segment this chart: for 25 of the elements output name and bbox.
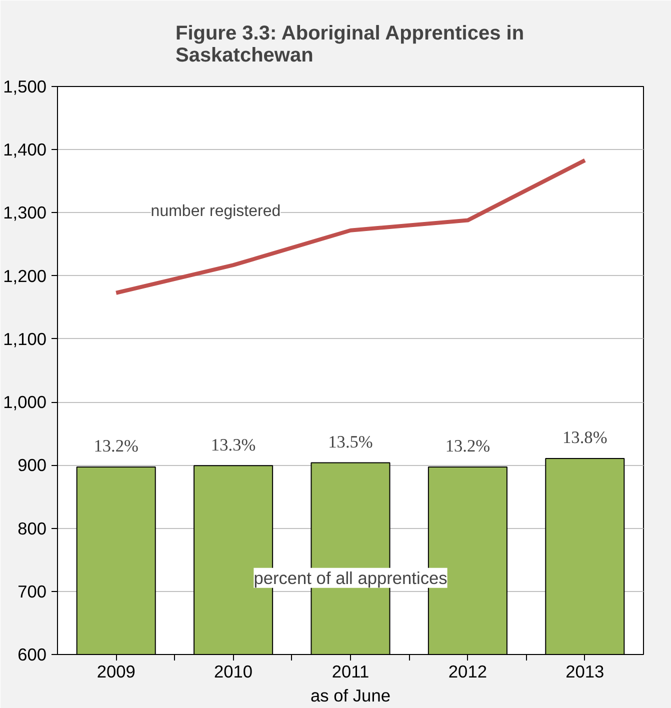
series-label: number registered	[150, 202, 281, 220]
x-tick-label: 2010	[214, 662, 253, 682]
x-tick-label: 2011	[332, 662, 370, 682]
y-tick-label: 900	[18, 455, 47, 476]
series-label: percent of all apprentices	[254, 568, 448, 588]
x-axis-title: as of June	[310, 686, 390, 706]
y-tick-label: 1,300	[3, 202, 47, 223]
data-label: 13.8%	[562, 428, 608, 448]
data-label: 13.2%	[445, 436, 490, 456]
y-tick-label: 1,400	[3, 140, 47, 160]
data-label: 13.5%	[328, 432, 373, 452]
y-tick-label: 600	[18, 644, 47, 664]
data-label: 13.3%	[210, 435, 256, 454]
y-tick-label: 1,500	[3, 76, 47, 96]
chart-title: Figure 3.3: Aboriginal Apprentices in Saskatchewan	[175, 22, 524, 66]
x-tick-label: 2012	[448, 662, 487, 682]
data-label: 13.2%	[94, 436, 138, 456]
y-tick-label: 1,200	[3, 266, 47, 286]
y-tick-label: 1,100	[3, 328, 47, 349]
x-tick-label: 2009	[96, 662, 136, 682]
x-tick-label: 2013	[566, 662, 604, 682]
y-tick-label: 1,000	[3, 392, 47, 412]
y-tick-label: 800	[18, 518, 47, 538]
line-series	[114, 158, 587, 295]
y-tick-label: 700	[18, 581, 47, 602]
